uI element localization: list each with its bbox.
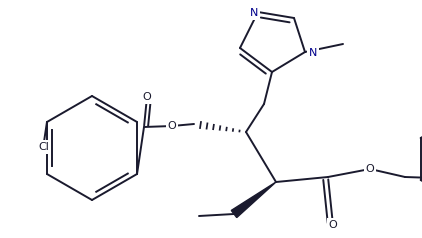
Text: N: N [250,8,258,18]
Text: O: O [168,121,176,131]
Text: N: N [309,48,317,58]
Text: O: O [143,92,151,102]
Text: O: O [329,220,337,230]
Text: Cl: Cl [38,142,49,152]
Text: O: O [365,164,374,174]
Polygon shape [231,182,276,218]
